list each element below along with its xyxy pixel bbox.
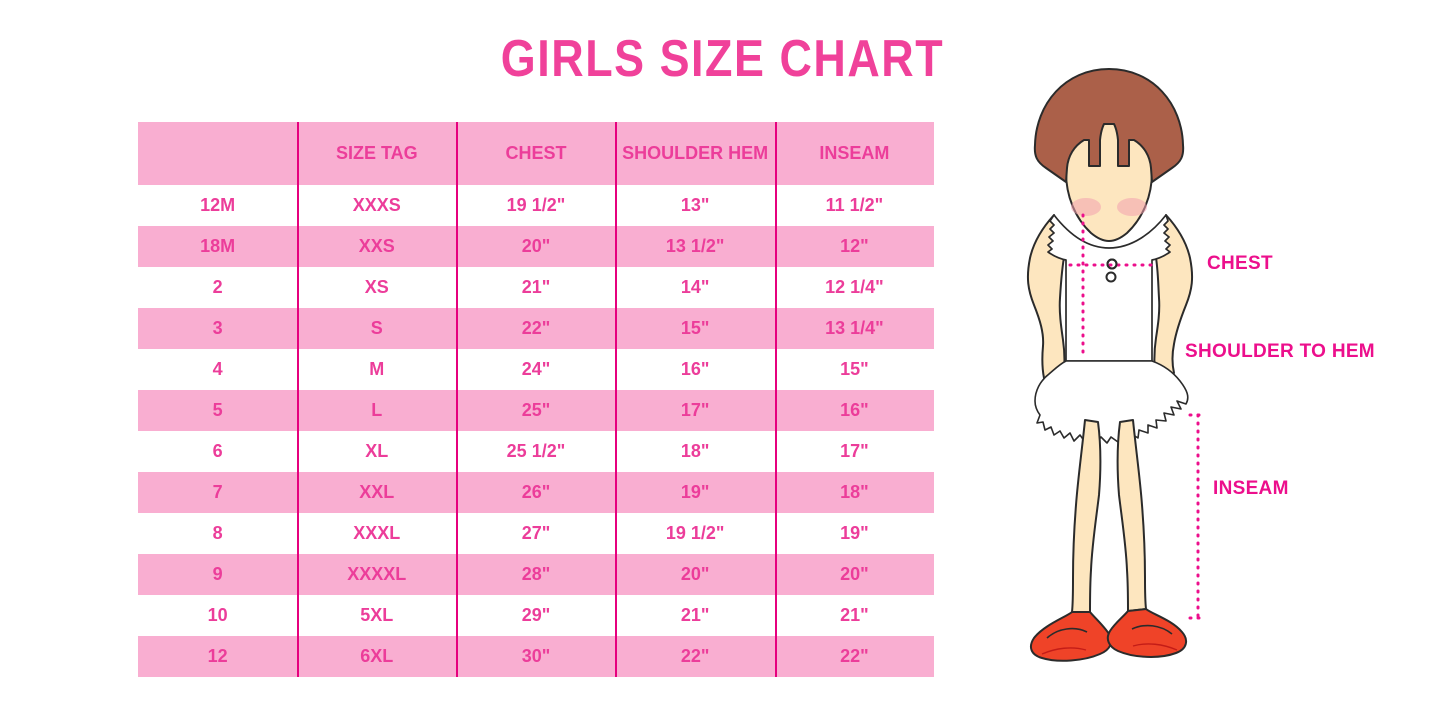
svg-text:INSEAM: INSEAM bbox=[1213, 478, 1289, 499]
svg-text:SHOULDER TO HEM: SHOULDER TO HEM bbox=[1185, 341, 1375, 362]
svg-text:CHEST: CHEST bbox=[1207, 253, 1273, 274]
